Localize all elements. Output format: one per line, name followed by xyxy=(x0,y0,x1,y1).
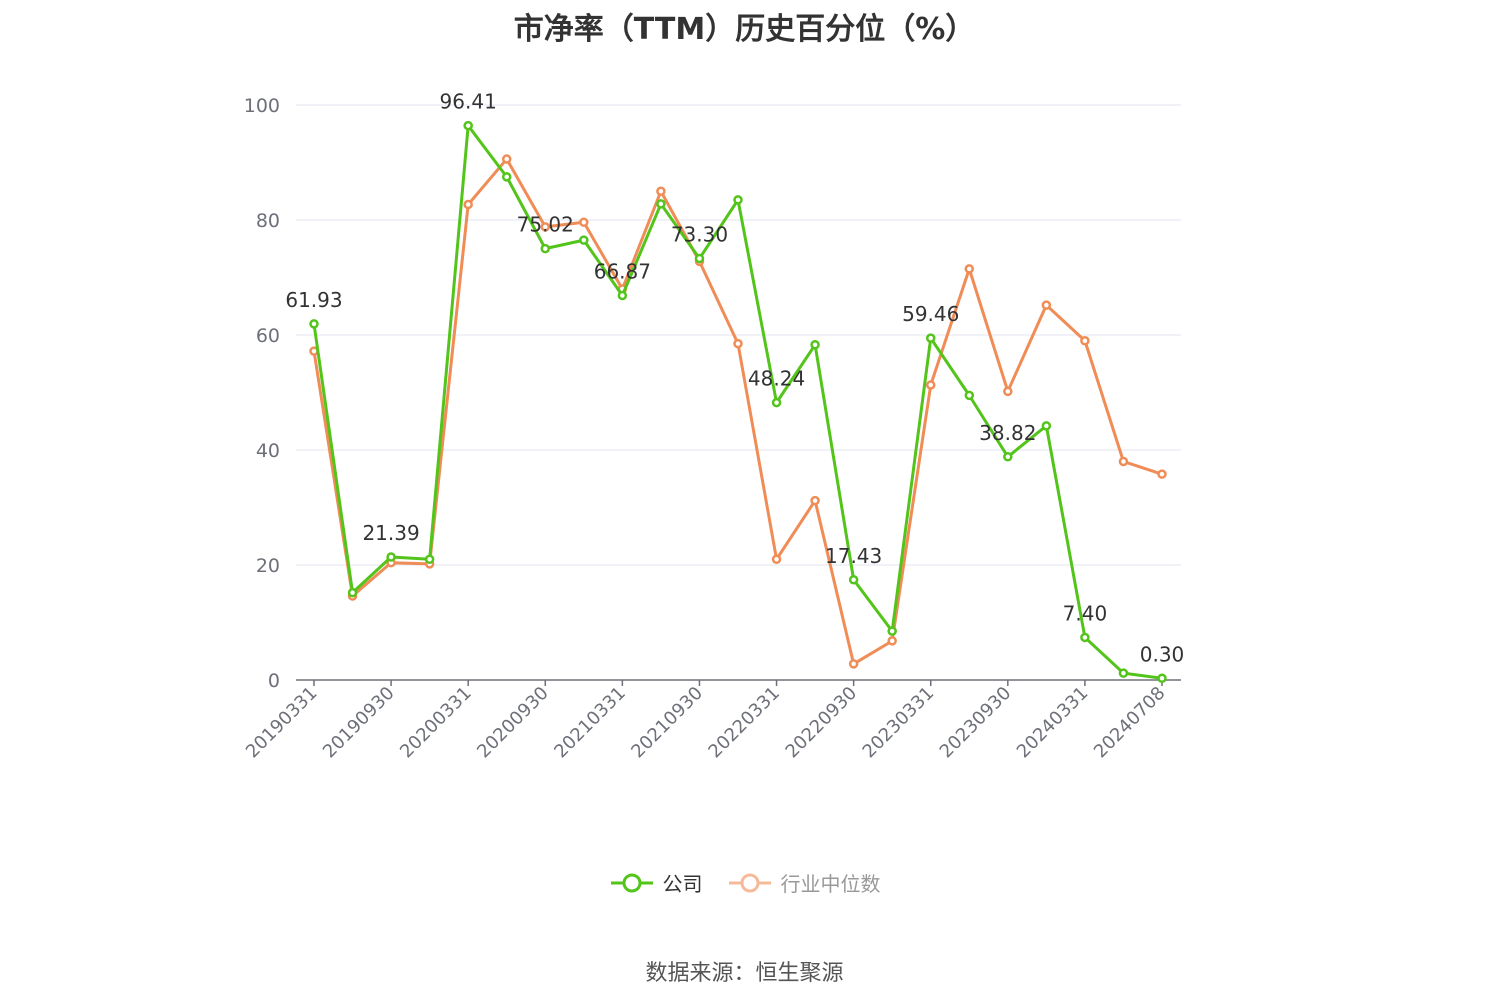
x-tick-label: 20190930 xyxy=(319,683,399,763)
data-point-company[interactable] xyxy=(347,587,358,598)
data-point-company[interactable] xyxy=(925,333,936,343)
data-point-industry[interactable] xyxy=(1041,300,1052,310)
legend-item-company[interactable]: 公司 xyxy=(609,868,703,897)
data-label: 75.02 xyxy=(517,213,574,237)
data-point-company[interactable] xyxy=(656,199,666,209)
data-point-industry[interactable] xyxy=(925,380,936,390)
data-point-industry[interactable] xyxy=(579,217,589,228)
data-point-company[interactable] xyxy=(1157,673,1167,684)
data-point-company[interactable] xyxy=(1041,421,1052,431)
x-tick-label: 20240331 xyxy=(1013,683,1093,763)
data-label: 59.46 xyxy=(902,302,959,326)
data-point-industry[interactable] xyxy=(501,154,512,164)
y-tick-label: 80 xyxy=(256,210,280,232)
data-point-industry[interactable] xyxy=(1118,456,1129,467)
data-point-industry[interactable] xyxy=(810,495,820,506)
data-point-company[interactable] xyxy=(309,319,319,329)
legend-item-industry[interactable]: 行业中位数 xyxy=(727,868,881,897)
data-point-company[interactable] xyxy=(617,290,628,301)
data-label: 17.43 xyxy=(825,544,882,568)
legend-industry-label: 行业中位数 xyxy=(780,872,881,896)
data-point-industry[interactable] xyxy=(848,659,859,669)
data-label: 21.39 xyxy=(362,521,419,545)
data-label: 38.82 xyxy=(979,421,1036,445)
data-label: 73.30 xyxy=(671,223,728,247)
data-label: 61.93 xyxy=(285,288,342,312)
data-point-industry[interactable] xyxy=(1080,336,1090,346)
data-point-company[interactable] xyxy=(579,235,589,245)
data-point-company[interactable] xyxy=(964,390,975,401)
data-point-industry[interactable] xyxy=(887,636,897,646)
source-note: 数据来源：恒生聚源 xyxy=(645,961,844,986)
data-label: 66.87 xyxy=(594,259,651,283)
data-point-company[interactable] xyxy=(887,626,897,636)
series-line-industry xyxy=(312,157,1163,666)
data-point-company[interactable] xyxy=(694,253,705,264)
x-tick-label: 20190331 xyxy=(242,683,322,763)
data-point-company[interactable] xyxy=(540,243,551,254)
line-chart: 0 20 40 60 80 100 2019033120190930202003312020… xyxy=(242,90,1184,763)
data-point-company[interactable] xyxy=(771,397,782,408)
x-tick-label: 20230331 xyxy=(859,683,939,763)
data-point-industry[interactable] xyxy=(540,222,551,232)
y-tick-label: 20 xyxy=(256,555,280,577)
series-line-company xyxy=(312,124,1163,680)
y-tick-label: 0 xyxy=(268,670,280,692)
data-labels: 61.93 21.39 96.41 75.02 66.87 73.30 48.24 17.43… xyxy=(285,90,1184,667)
data-point-company[interactable] xyxy=(501,172,512,182)
data-point-industry[interactable] xyxy=(1157,469,1167,479)
x-tick-label: 20200331 xyxy=(396,683,476,763)
data-point-industry[interactable] xyxy=(656,186,666,196)
y-tick-label: 40 xyxy=(256,440,280,462)
y-tick-label: 100 xyxy=(244,95,280,117)
data-point-company[interactable] xyxy=(424,554,435,564)
data-point-company[interactable] xyxy=(1080,632,1090,643)
x-tick-label: 20210331 xyxy=(550,683,630,763)
data-point-industry[interactable] xyxy=(1003,386,1013,397)
legend-company-line-icon xyxy=(610,873,653,892)
data-point-company[interactable] xyxy=(1003,452,1013,462)
axes: 0 20 40 60 80 100 2019033120190930202003312020… xyxy=(242,95,1181,762)
data-point-company[interactable] xyxy=(810,340,820,350)
x-tick-label: 20230930 xyxy=(936,683,1016,763)
data-point-industry[interactable] xyxy=(463,199,473,210)
gridlines xyxy=(296,104,1181,566)
data-point-industry[interactable] xyxy=(771,554,782,564)
y-tick-label: 60 xyxy=(256,325,280,347)
data-label: 7.40 xyxy=(1063,601,1108,625)
legend-company-label: 公司 xyxy=(662,872,703,896)
x-tick-label: 20200930 xyxy=(473,683,553,763)
data-label: 48.24 xyxy=(748,367,805,391)
legend: 公司 行业中位数 xyxy=(0,868,1489,897)
x-tick-label: 20220930 xyxy=(782,683,862,763)
x-tick-label: 20220331 xyxy=(704,683,784,763)
data-point-company[interactable] xyxy=(1118,668,1129,678)
series-lines xyxy=(309,120,1167,684)
data-label: 96.41 xyxy=(440,90,497,114)
data-point-industry[interactable] xyxy=(733,338,743,349)
legend-industry-line-icon xyxy=(728,873,771,892)
chart-title: 市净率（TTM）历史百分位（%） xyxy=(513,12,976,47)
data-point-company[interactable] xyxy=(386,552,396,562)
data-label: 0.30 xyxy=(1140,642,1185,666)
x-tick-label: 20210930 xyxy=(627,683,707,763)
data-point-company[interactable] xyxy=(848,575,859,585)
data-point-company[interactable] xyxy=(463,120,473,131)
x-tick-label: 20240708 xyxy=(1090,683,1170,763)
data-point-company[interactable] xyxy=(733,195,743,205)
data-point-industry[interactable] xyxy=(964,264,975,274)
